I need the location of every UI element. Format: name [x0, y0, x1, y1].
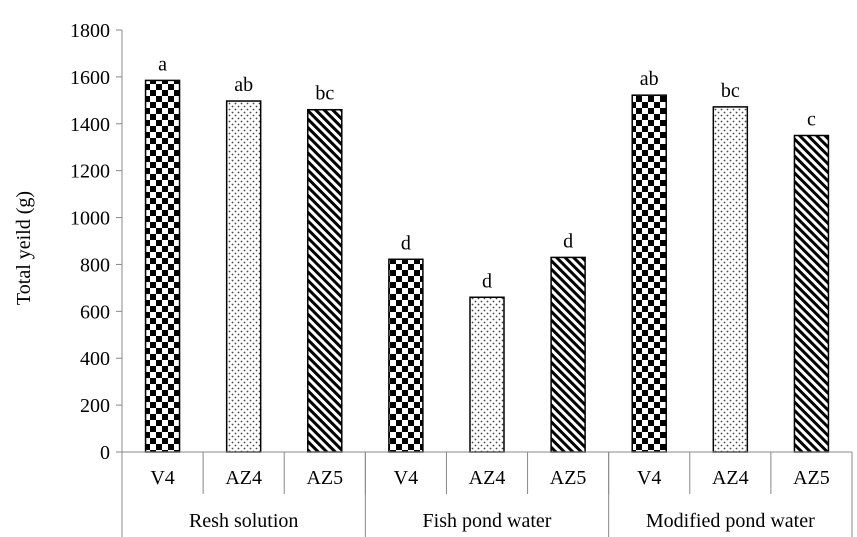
group-label: Resh solution: [189, 510, 298, 532]
significance-letter: bc: [721, 80, 740, 102]
x-category-label: AZ4: [712, 467, 749, 489]
bar-modified-pond-water-az4: [712, 106, 749, 453]
x-category-label: V4: [394, 467, 418, 489]
y-tick-label: 600: [80, 301, 110, 323]
group-label: Modified pond water: [646, 510, 815, 532]
bar-resh-solution-v4: [144, 79, 181, 453]
significance-letter: ab: [234, 74, 253, 96]
y-tick-label: 1200: [70, 161, 110, 183]
x-category-label: AZ5: [550, 467, 587, 489]
bars: a ab bc d d d ab bc c: [144, 53, 830, 453]
bar-resh-solution-az5: [307, 108, 343, 453]
x-category-label: AZ4: [469, 467, 506, 489]
significance-letter: bc: [315, 83, 334, 105]
x-category-label: AZ4: [225, 467, 262, 489]
y-tick-label: 0: [100, 442, 110, 464]
x-axis: V4 AZ4 AZ5 Resh solution V4 AZ4 AZ5 Fish pond w…: [121, 451, 853, 537]
y-axis-label: Total yeild (g): [13, 191, 35, 305]
significance-letter: ab: [640, 68, 659, 90]
bar-resh-solution-az4: [225, 100, 262, 453]
y-tick-label: 1800: [70, 20, 110, 42]
x-category-label: V4: [637, 467, 661, 489]
y-axis: 0 200 400 600 800 1000 1200 1400 1600 1800: [70, 20, 123, 464]
significance-letter: a: [158, 53, 167, 75]
x-category-label: V4: [150, 467, 174, 489]
significance-letter: c: [807, 109, 816, 131]
y-tick-label: 1400: [70, 114, 110, 136]
significance-letter: d: [401, 232, 411, 254]
y-tick-label: 400: [80, 348, 110, 370]
bar-fish-pond-water-v4: [388, 258, 424, 453]
group-label: Fish pond water: [423, 510, 552, 532]
y-tick-label: 800: [80, 254, 110, 276]
y-tick-label: 1600: [70, 67, 110, 89]
bar-fish-pond-water-az5: [550, 256, 586, 453]
bar-modified-pond-water-v4: [631, 94, 667, 453]
y-tick-label: 1000: [70, 208, 110, 230]
y-tick-label: 200: [80, 395, 110, 417]
significance-letter: d: [563, 230, 573, 252]
significance-letter: d: [482, 270, 492, 292]
bar-modified-pond-water-az5: [793, 134, 830, 453]
bar-fish-pond-water-az4: [469, 296, 505, 453]
x-category-label: AZ5: [306, 467, 343, 489]
x-category-label: AZ5: [793, 467, 830, 489]
